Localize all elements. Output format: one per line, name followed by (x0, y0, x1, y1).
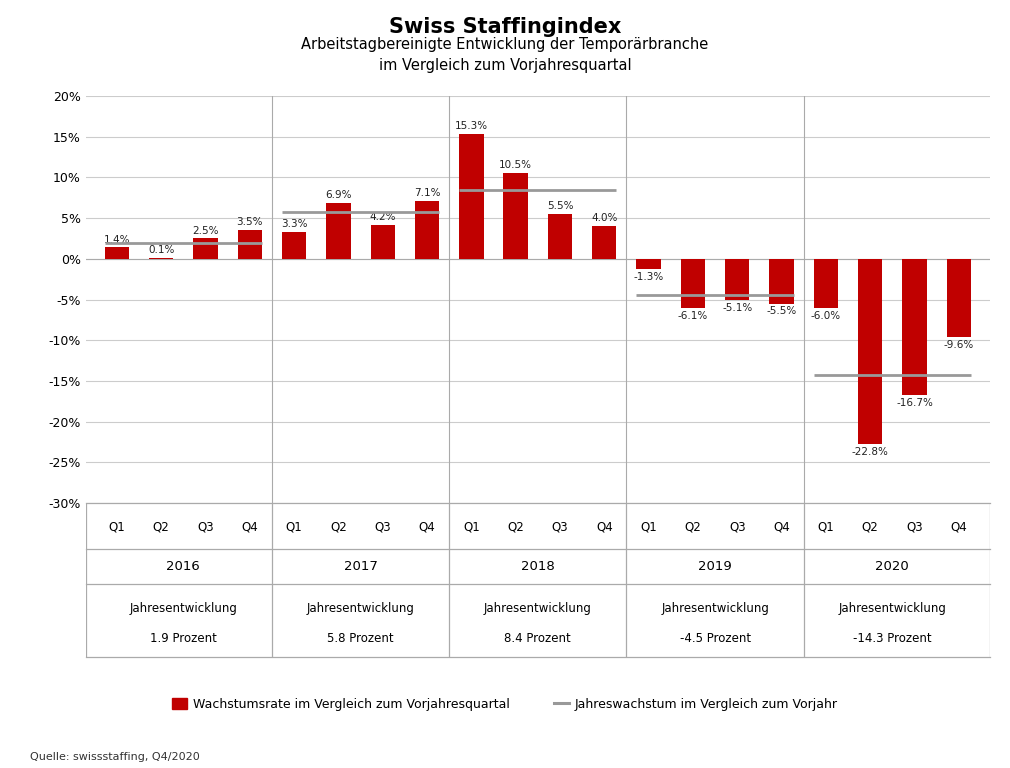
Text: Q4: Q4 (774, 521, 790, 533)
Text: Q4: Q4 (241, 521, 259, 533)
Text: 7.1%: 7.1% (414, 188, 440, 198)
Text: Q3: Q3 (906, 521, 923, 533)
Text: -16.7%: -16.7% (896, 398, 933, 408)
Text: 2020: 2020 (876, 561, 909, 573)
Bar (460, 134, 484, 259)
Text: -4.5 Prozent: -4.5 Prozent (680, 632, 750, 644)
Bar (105, 247, 129, 259)
Text: 5.8 Prozent: 5.8 Prozent (327, 632, 394, 644)
Text: Q2: Q2 (862, 521, 879, 533)
Bar (237, 230, 262, 259)
Text: Jahresentwicklung: Jahresentwicklung (838, 602, 946, 614)
Text: Q1: Q1 (640, 521, 656, 533)
Bar (681, 259, 705, 309)
Text: Q3: Q3 (375, 521, 391, 533)
Bar (149, 258, 174, 259)
Text: Q4: Q4 (419, 521, 435, 533)
Text: 5.5%: 5.5% (546, 201, 574, 211)
Text: Q2: Q2 (685, 521, 701, 533)
Text: Jahresentwicklung: Jahresentwicklung (484, 602, 592, 614)
Bar (193, 239, 218, 259)
Bar (547, 214, 573, 259)
Text: -6.0%: -6.0% (811, 310, 841, 320)
Bar (503, 174, 528, 259)
Bar (415, 201, 439, 259)
Text: Jahresentwicklung: Jahresentwicklung (307, 602, 414, 614)
Bar (857, 259, 883, 445)
Text: Q3: Q3 (197, 521, 214, 533)
Text: Jahresentwicklung: Jahresentwicklung (129, 602, 237, 614)
Text: Q1: Q1 (286, 521, 302, 533)
Text: 2016: 2016 (167, 561, 200, 573)
Text: Q4: Q4 (596, 521, 613, 533)
Text: -5.1%: -5.1% (722, 303, 752, 313)
Text: 2019: 2019 (698, 561, 732, 573)
Text: Quelle: swissstaffing, Q4/2020: Quelle: swissstaffing, Q4/2020 (30, 752, 200, 762)
Text: 1.9 Prozent: 1.9 Prozent (149, 632, 217, 644)
Text: -22.8%: -22.8% (851, 447, 889, 457)
Text: Q3: Q3 (729, 521, 745, 533)
Text: Q1: Q1 (108, 521, 125, 533)
Text: Q1: Q1 (817, 521, 834, 533)
Text: 1.4%: 1.4% (104, 234, 130, 244)
Text: -9.6%: -9.6% (943, 339, 974, 349)
Text: 3.3%: 3.3% (281, 219, 307, 229)
Text: 2.5%: 2.5% (192, 226, 219, 236)
Bar (902, 259, 926, 395)
Text: 2018: 2018 (521, 561, 554, 573)
Bar (946, 259, 971, 337)
Text: 3.5%: 3.5% (236, 217, 263, 227)
Bar (725, 259, 749, 300)
Bar (592, 227, 616, 259)
Text: 8.4 Prozent: 8.4 Prozent (504, 632, 572, 644)
Text: 4.2%: 4.2% (370, 212, 396, 222)
Text: -14.3 Prozent: -14.3 Prozent (853, 632, 931, 644)
Bar (371, 224, 395, 259)
Text: Jahresentwicklung: Jahresentwicklung (662, 602, 769, 614)
Text: -6.1%: -6.1% (678, 311, 708, 321)
Text: Swiss Staffingindex: Swiss Staffingindex (389, 17, 621, 37)
Text: -5.5%: -5.5% (767, 306, 797, 316)
Text: 15.3%: 15.3% (454, 121, 488, 131)
Text: Q4: Q4 (950, 521, 968, 533)
Bar (326, 203, 350, 259)
Text: 4.0%: 4.0% (591, 214, 617, 223)
Text: 6.9%: 6.9% (325, 190, 351, 200)
Text: Arbeitstagbereinigte Entwicklung der Temporärbranche
im Vergleich zum Vorjahresq: Arbeitstagbereinigte Entwicklung der Tem… (301, 37, 709, 74)
Legend: Wachstumsrate im Vergleich zum Vorjahresquartal, Jahreswachstum im Vergleich zum: Wachstumsrate im Vergleich zum Vorjahres… (167, 693, 843, 716)
Text: Q2: Q2 (153, 521, 170, 533)
Text: Q2: Q2 (330, 521, 346, 533)
Text: Q1: Q1 (463, 521, 480, 533)
Text: Q3: Q3 (551, 521, 569, 533)
Bar (770, 259, 794, 303)
Text: 2017: 2017 (343, 561, 378, 573)
Text: -1.3%: -1.3% (633, 272, 664, 283)
Bar (814, 259, 838, 308)
Bar (282, 232, 306, 259)
Text: Q2: Q2 (507, 521, 524, 533)
Bar (636, 259, 661, 270)
Text: 0.1%: 0.1% (148, 245, 175, 255)
Text: 10.5%: 10.5% (499, 161, 532, 170)
